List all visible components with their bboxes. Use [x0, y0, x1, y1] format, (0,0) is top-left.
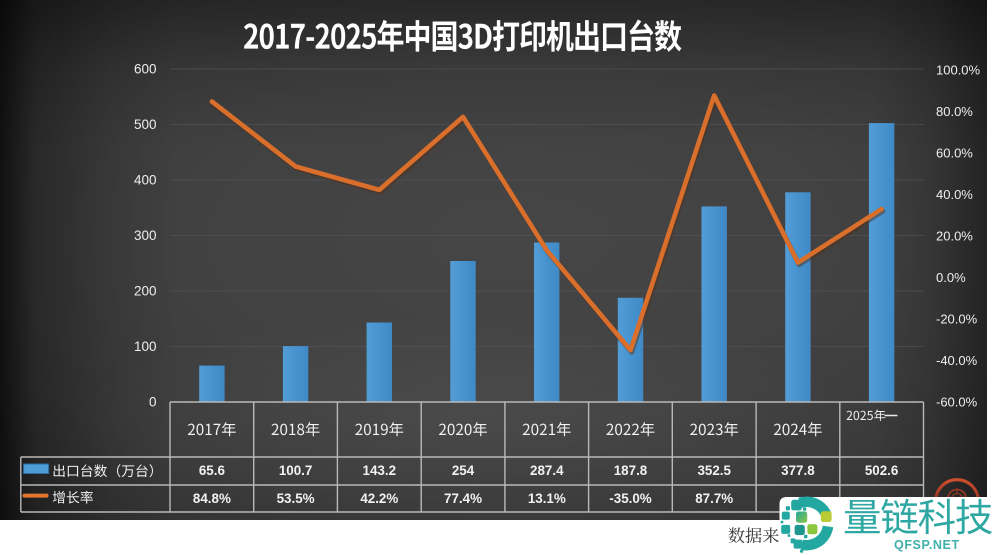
- svg-text:100.0%: 100.0%: [936, 63, 981, 78]
- svg-text:200: 200: [134, 284, 157, 299]
- svg-text:-20.0%: -20.0%: [936, 312, 978, 327]
- svg-text:187.8: 187.8: [614, 463, 648, 478]
- svg-text:-60.0%: -60.0%: [936, 395, 978, 410]
- svg-text:100: 100: [134, 339, 157, 354]
- svg-text:84.8%: 84.8%: [193, 491, 231, 506]
- svg-text:77.4%: 77.4%: [444, 491, 482, 506]
- svg-text:300: 300: [134, 228, 157, 243]
- svg-text:502.6: 502.6: [865, 463, 899, 478]
- svg-text:53.5%: 53.5%: [277, 491, 315, 506]
- svg-text:65.6: 65.6: [199, 463, 225, 478]
- svg-text:500: 500: [134, 117, 157, 132]
- svg-text:400: 400: [134, 173, 157, 188]
- svg-text:40.0%: 40.0%: [936, 187, 973, 202]
- svg-text:0.0%: 0.0%: [936, 270, 966, 285]
- svg-text:0: 0: [149, 395, 157, 410]
- svg-text:600: 600: [134, 62, 157, 77]
- svg-text:100.7: 100.7: [279, 463, 313, 478]
- svg-text:20.0%: 20.0%: [936, 229, 973, 244]
- svg-text:-40.0%: -40.0%: [936, 353, 978, 368]
- svg-text:352.5: 352.5: [697, 463, 731, 478]
- svg-text:80.0%: 80.0%: [936, 104, 973, 119]
- svg-text:42.2%: 42.2%: [360, 491, 398, 506]
- svg-text:13.1%: 13.1%: [528, 491, 566, 506]
- svg-text:87.7%: 87.7%: [695, 491, 733, 506]
- svg-text:143.2: 143.2: [363, 463, 397, 478]
- svg-text:287.4: 287.4: [530, 463, 564, 478]
- svg-text:60.0%: 60.0%: [936, 146, 973, 161]
- svg-text:254: 254: [452, 463, 475, 478]
- svg-text:377.8: 377.8: [781, 463, 815, 478]
- svg-text:-35.0%: -35.0%: [609, 491, 652, 506]
- svg-text:QFSP.NET: QFSP.NET: [894, 538, 960, 552]
